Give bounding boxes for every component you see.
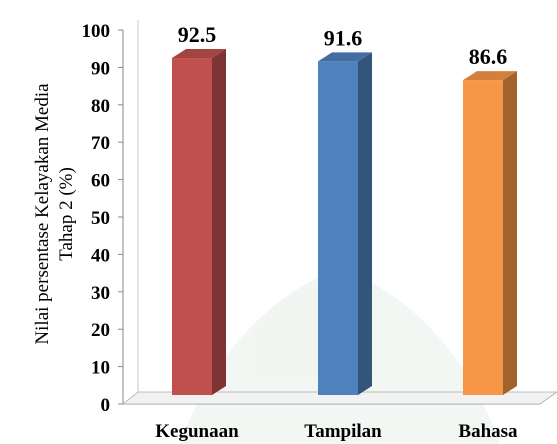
data-label: 91.6: [324, 25, 363, 50]
y-tick-label: 60: [91, 171, 110, 192]
bar-front: [463, 80, 503, 395]
y-axis-label-line-1: Nilai persentase Kelayakan Media: [32, 83, 53, 345]
y-axis-label-line-2: Tahap 2 (%): [56, 167, 77, 261]
y-tick-label: 40: [91, 245, 110, 266]
y-tick-label: 100: [82, 21, 111, 42]
bar-kegunaan: 92.5: [172, 22, 226, 396]
y-tick-label: 80: [91, 96, 110, 117]
y-tick-label: 70: [91, 133, 110, 154]
data-label: 86.6: [469, 44, 508, 69]
bar-side: [503, 71, 517, 395]
x-category-label: Kegunaan: [155, 421, 239, 442]
y-tick-label: 0: [101, 395, 111, 416]
y-tick-label: 90: [91, 58, 110, 79]
x-category-label: Tampilan: [304, 421, 382, 442]
y-tick-label: 50: [91, 208, 110, 229]
x-category-label: Bahasa: [458, 421, 518, 442]
bar-front: [172, 58, 212, 396]
bar-bahasa: 86.6: [463, 44, 517, 395]
y-tick-label: 10: [91, 358, 110, 379]
floor-plane: [121, 391, 557, 405]
bar-front: [318, 61, 358, 395]
bar-side: [212, 49, 226, 396]
bar-tampilan: 91.6: [318, 25, 372, 395]
bar-top: [318, 52, 372, 62]
data-label: 92.5: [178, 22, 217, 47]
bar-side: [358, 52, 372, 395]
bar-top: [172, 49, 226, 59]
y-tick-label: 20: [91, 320, 110, 341]
y-tick-label: 30: [91, 283, 110, 304]
bar-top: [463, 71, 517, 81]
